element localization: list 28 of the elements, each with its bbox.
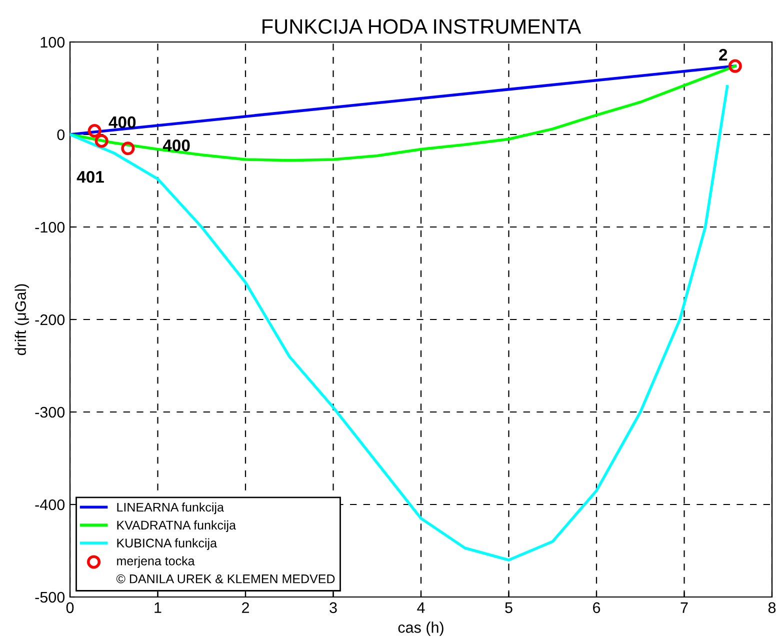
y-tick-label: -200 bbox=[35, 314, 65, 326]
y-tick-label: 100 bbox=[40, 36, 65, 48]
y-tick-label: 0 bbox=[57, 129, 65, 140]
legend-label: KVADRATNA funkcija bbox=[117, 520, 236, 532]
x-tick-label: 1 bbox=[154, 602, 162, 613]
annotation: 401 bbox=[76, 171, 104, 183]
x-tick-label: 6 bbox=[593, 602, 600, 614]
y-tick-label: -300 bbox=[35, 406, 65, 418]
x-axis-title: cas (h) bbox=[398, 622, 444, 636]
legend-label: LINEARNA funkcija bbox=[117, 502, 224, 514]
x-tick-label: 3 bbox=[330, 602, 337, 614]
annotation: © DANILA UREK & KLEMEN MEDVED bbox=[116, 574, 335, 584]
y-tick-label: -500 bbox=[35, 592, 65, 603]
y-tick-label: -100 bbox=[35, 222, 65, 233]
x-tick-label: 0 bbox=[66, 602, 74, 614]
x-tick-label: 4 bbox=[417, 602, 425, 613]
y-tick-label: -400 bbox=[35, 499, 65, 510]
x-tick-label: 5 bbox=[505, 602, 512, 614]
x-tick-label: 8 bbox=[768, 602, 776, 614]
annotation: 400 bbox=[108, 116, 136, 128]
x-tick-label: 7 bbox=[680, 602, 688, 613]
x-tick-label: 2 bbox=[242, 602, 249, 613]
annotation: 400 bbox=[162, 140, 190, 152]
annotation: 2 bbox=[719, 48, 728, 60]
legend-label: merjena tocka bbox=[117, 556, 195, 568]
legend-label: KUBICNA funkcija bbox=[117, 538, 217, 550]
y-axis-title: drift (μGal) bbox=[14, 284, 29, 356]
chart-title: FUNKCIJA HODA INSTRUMENTA bbox=[262, 19, 582, 34]
